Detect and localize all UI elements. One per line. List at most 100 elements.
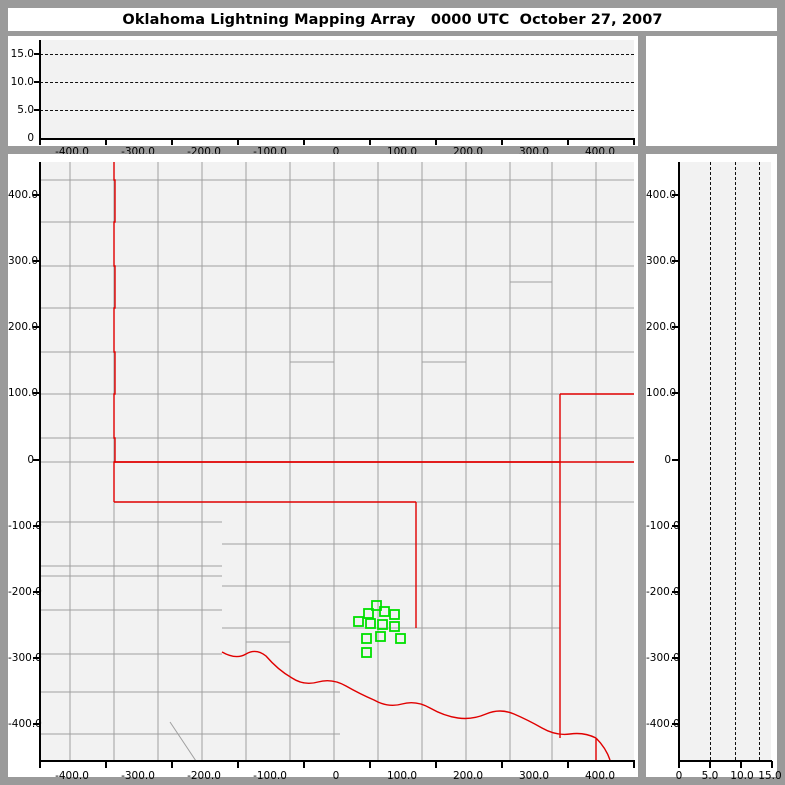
ytick-mark bbox=[34, 109, 40, 111]
gridline-x-10 bbox=[734, 162, 736, 760]
ytick-label: -400.0 bbox=[646, 718, 680, 730]
top-right-panel bbox=[646, 36, 777, 146]
lightning-source-marker bbox=[353, 616, 364, 627]
lightning-source-marker bbox=[377, 619, 388, 630]
state-boundaries bbox=[113, 162, 634, 760]
ytick-mark bbox=[33, 194, 40, 196]
xtick-mark bbox=[740, 761, 742, 768]
ytick-label: 15.0 bbox=[10, 48, 34, 60]
altitude-histogram-plot-area[interactable] bbox=[679, 162, 771, 760]
ytick-mark bbox=[33, 525, 40, 527]
ytick-mark bbox=[33, 459, 40, 461]
lightning-source-marker bbox=[371, 600, 382, 611]
gridline-x-15 bbox=[758, 162, 760, 760]
ytick-mark bbox=[672, 591, 679, 593]
xtick-mark bbox=[105, 761, 107, 768]
xtick-mark bbox=[567, 761, 569, 768]
map-x-axis bbox=[39, 760, 635, 762]
altitude-histogram-panel: 400.0 300.0 200.0 100.0 0 -100.0 -200.0 … bbox=[646, 154, 782, 782]
gridline-y-10 bbox=[40, 82, 634, 84]
ytick-mark bbox=[672, 657, 679, 659]
ytick-label: 100.0 bbox=[8, 387, 39, 399]
ytick-mark bbox=[33, 392, 40, 394]
county-boundaries bbox=[40, 162, 634, 760]
ytick-mark bbox=[672, 326, 679, 328]
xtick-label: -300.0 bbox=[121, 770, 155, 782]
lightning-source-marker bbox=[379, 606, 390, 617]
time-height-panel: 15.0 10.0 5.0 0 bbox=[8, 36, 638, 146]
xtick-mark bbox=[39, 761, 41, 768]
gridline-y-15 bbox=[40, 54, 634, 55]
ytick-label: -100.0 bbox=[646, 520, 680, 532]
time-height-y-axis bbox=[39, 40, 41, 139]
ytick-label: 0 bbox=[27, 454, 34, 466]
lightning-source-markers bbox=[353, 600, 406, 658]
xtick-mark bbox=[567, 139, 569, 145]
ytick-label: 400.0 bbox=[646, 189, 677, 201]
xtick-label: 200.0 bbox=[452, 770, 484, 782]
lightning-source-marker bbox=[361, 647, 372, 658]
ytick-label: 400.0 bbox=[8, 189, 39, 201]
xtick-label: 0 bbox=[332, 146, 340, 158]
map-y-axis bbox=[39, 162, 41, 761]
lightning-source-marker bbox=[361, 633, 372, 644]
xtick-mark bbox=[678, 761, 680, 768]
plan-view-map-plot-area[interactable] bbox=[40, 162, 634, 760]
xtick-mark bbox=[369, 139, 371, 145]
xtick-mark bbox=[369, 761, 371, 768]
ytick-label: -200.0 bbox=[646, 586, 680, 598]
xtick-mark bbox=[435, 761, 437, 768]
ytick-label: 300.0 bbox=[646, 255, 677, 267]
xtick-mark bbox=[171, 761, 173, 768]
xtick-mark bbox=[237, 139, 239, 145]
gridline-x-5 bbox=[710, 162, 712, 760]
xtick-label: -200.0 bbox=[187, 770, 221, 782]
xtick-label: 0 bbox=[332, 770, 340, 782]
plan-view-map-panel: 400.0 300.0 200.0 100.0 0 -100.0 -200.0 … bbox=[8, 154, 638, 782]
xtick-mark bbox=[303, 761, 305, 768]
ytick-mark bbox=[672, 723, 679, 725]
ytick-mark bbox=[33, 657, 40, 659]
xtick-label: 300.0 bbox=[518, 770, 550, 782]
ytick-mark bbox=[672, 392, 679, 394]
ytick-label: -300.0 bbox=[8, 652, 42, 664]
ytick-label: 200.0 bbox=[646, 321, 677, 333]
xtick-mark bbox=[435, 139, 437, 145]
ytick-label: 300.0 bbox=[8, 255, 39, 267]
ytick-mark bbox=[33, 591, 40, 593]
ytick-mark bbox=[672, 260, 679, 262]
time-height-plot-area bbox=[40, 40, 634, 138]
xtick-mark bbox=[237, 761, 239, 768]
title-bar: Oklahoma Lightning Mapping Array 0000 UT… bbox=[8, 8, 777, 31]
ytick-mark bbox=[672, 459, 679, 461]
ytick-mark bbox=[33, 260, 40, 262]
xtick-mark bbox=[709, 761, 711, 768]
xtick-mark bbox=[501, 761, 503, 768]
time-height-x-axis bbox=[39, 138, 635, 140]
xtick-mark bbox=[39, 139, 41, 145]
ytick-label: 5.0 bbox=[17, 104, 34, 116]
page-title: Oklahoma Lightning Mapping Array 0000 UT… bbox=[122, 11, 663, 28]
ytick-label: -100.0 bbox=[8, 520, 42, 532]
xtick-label: -100.0 bbox=[253, 770, 287, 782]
xtick-mark bbox=[303, 139, 305, 145]
xtick-label: -400.0 bbox=[55, 770, 89, 782]
xtick-label: 0 bbox=[675, 770, 683, 782]
map-vector-layer bbox=[40, 162, 634, 760]
ytick-mark bbox=[34, 81, 40, 83]
xtick-label: 400.0 bbox=[584, 770, 616, 782]
ytick-label: 10.0 bbox=[10, 76, 34, 88]
ytick-label: 0 bbox=[27, 132, 34, 144]
ytick-mark bbox=[33, 326, 40, 328]
lightning-source-marker bbox=[365, 618, 376, 629]
lightning-source-marker bbox=[389, 621, 400, 632]
ytick-label: -200.0 bbox=[8, 586, 42, 598]
ytick-label: 200.0 bbox=[8, 321, 39, 333]
ytick-mark bbox=[672, 525, 679, 527]
xtick-mark bbox=[771, 761, 773, 768]
xtick-mark bbox=[501, 139, 503, 145]
xtick-label: 15.0 bbox=[758, 770, 782, 782]
ytick-mark bbox=[672, 194, 679, 196]
xtick-mark bbox=[633, 761, 635, 768]
